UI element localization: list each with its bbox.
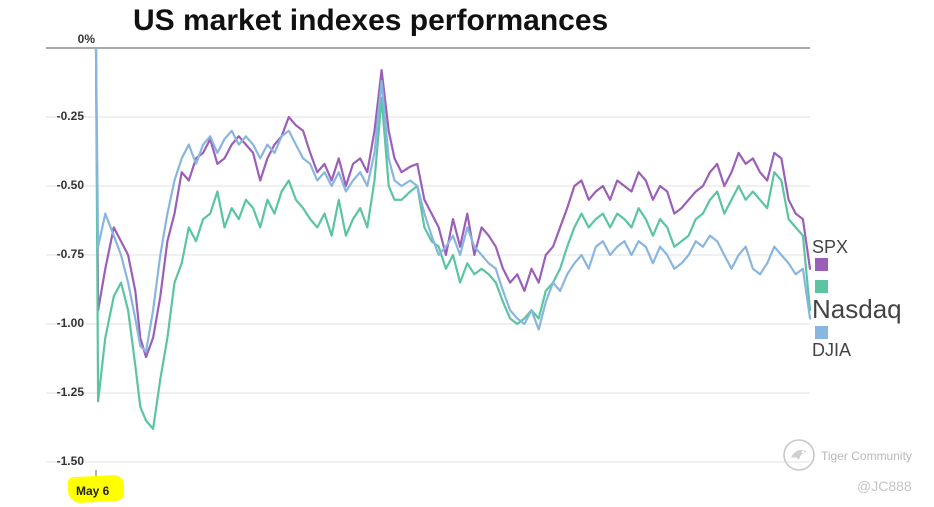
- y-tick-label: -0.25: [57, 109, 85, 123]
- chart-title: US market indexes performances: [133, 4, 609, 37]
- legend-label-djia: DJIA: [812, 340, 851, 360]
- tiger-logo-icon: [783, 439, 815, 471]
- y-tick-label: -0.75: [57, 247, 85, 261]
- y-tick-label: -1.50: [57, 454, 85, 468]
- legend-label-nasdaq: Nasdaq: [812, 294, 902, 324]
- watermark-handle: @JC888: [857, 478, 912, 494]
- watermark-brand: Tiger Community: [821, 449, 912, 463]
- y-tick-label: -0.50: [57, 178, 85, 192]
- legend-swatch-spx: [815, 258, 828, 271]
- legend: SPX Nasdaq DJIA: [812, 237, 902, 360]
- y-axis-ticks: 0% -0.25 -0.50 -0.75 -1.00 -1.25 -1.50: [57, 32, 96, 468]
- y-tick-label: -1.00: [57, 316, 85, 330]
- gridlines: [46, 47, 810, 480]
- y-tick-label: 0%: [78, 32, 96, 46]
- series-line-nasdaq: [94, 46, 812, 430]
- legend-label-spx: SPX: [812, 237, 848, 257]
- series-line-spx: [94, 46, 812, 359]
- series-line-djia: [94, 46, 812, 353]
- legend-swatch-nasdaq: [815, 280, 828, 293]
- x-tick-label-start: May 6: [76, 484, 110, 498]
- y-tick-label: -1.25: [57, 385, 85, 399]
- legend-swatch-djia: [815, 326, 828, 339]
- series-lines: [94, 46, 812, 430]
